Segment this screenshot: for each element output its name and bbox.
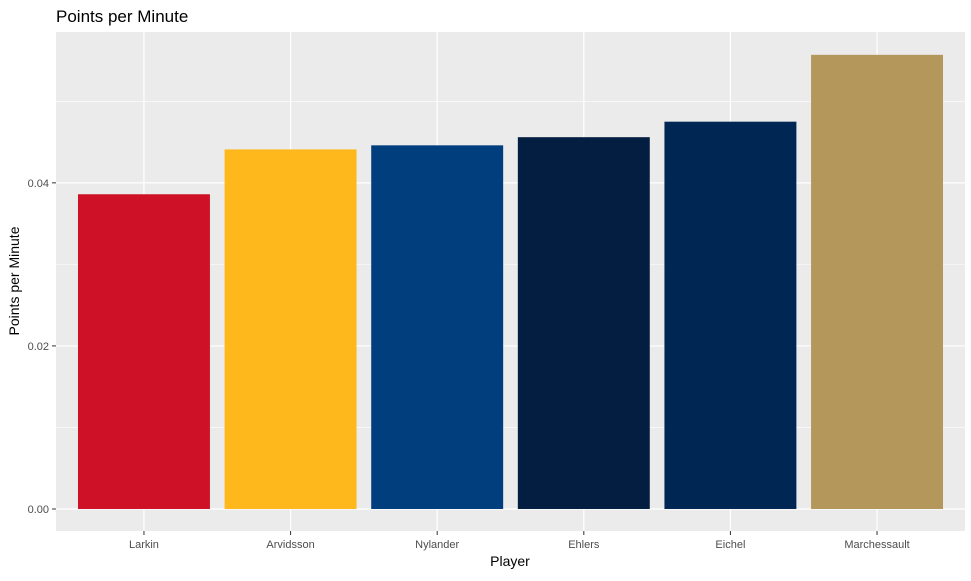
x-tick-label: Eichel (715, 539, 745, 551)
x-tick-label: Marchessault (844, 539, 909, 551)
x-tick-label: Arvidsson (266, 539, 314, 551)
x-tick-label: Larkin (129, 539, 159, 551)
bar-nylander (371, 145, 504, 509)
bar-larkin (77, 194, 210, 509)
x-tick-label: Nylander (415, 539, 459, 551)
x-tick-label: Ehlers (568, 539, 600, 551)
y-axis-ticks: 0.00 0.02 0.04 (28, 178, 56, 516)
y-tick-label: 0.04 (28, 178, 49, 190)
bar-marchessault (811, 54, 944, 509)
bars (77, 54, 944, 509)
x-axis-ticks: Larkin Arvidsson Nylander Ehlers Eichel March… (129, 531, 910, 551)
bar-ehlers (517, 137, 650, 509)
bar-eichel (664, 121, 797, 509)
x-axis-title: Player (490, 553, 530, 569)
y-axis-title: Points per Minute (6, 226, 22, 335)
chart-title: Points per Minute (56, 7, 188, 26)
y-tick-label: 0.00 (28, 504, 49, 516)
y-tick-label: 0.02 (28, 341, 49, 353)
bar-arvidsson (224, 149, 357, 509)
